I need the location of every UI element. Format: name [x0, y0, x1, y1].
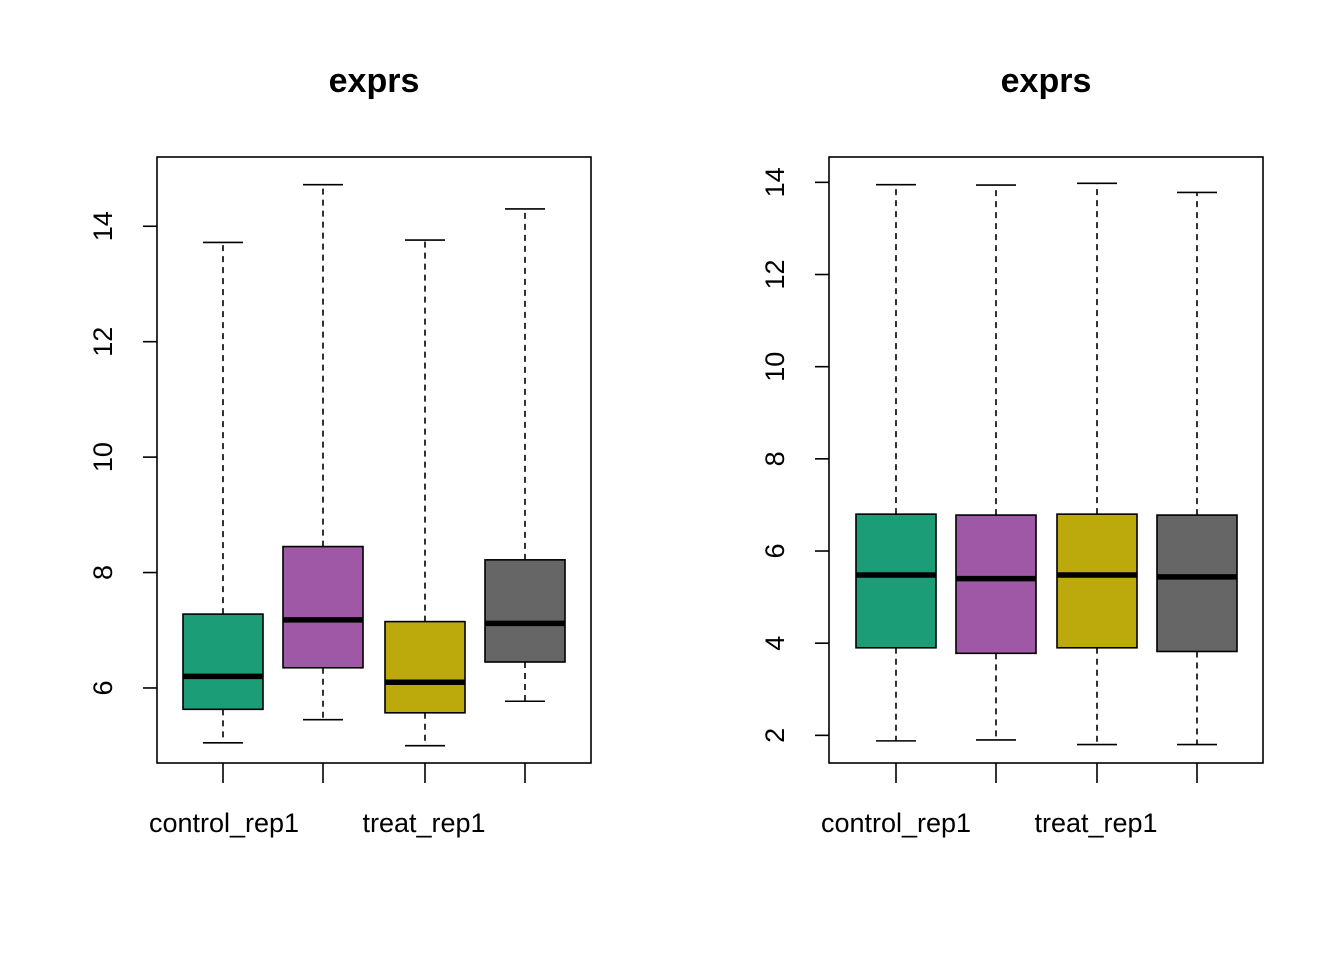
box-2 [955, 184, 1037, 741]
y-tick-label-8: 8 [88, 565, 118, 580]
chart-title: exprs [329, 62, 420, 100]
box-1 [855, 183, 937, 742]
x-tick-label-control_rep1: control_rep1 [149, 808, 299, 838]
box-4 [484, 208, 566, 703]
box-2 [282, 183, 364, 721]
iqr-box [484, 559, 566, 663]
plot-frame [156, 156, 592, 764]
iqr-box [1056, 513, 1138, 649]
x-tick-label-treat_rep1: treat_rep1 [1034, 808, 1157, 838]
iqr-box [955, 514, 1037, 655]
y-tick-label-10: 10 [760, 352, 790, 382]
y-tick-label-8: 8 [760, 451, 790, 466]
x-tick-label-control_rep1: control_rep1 [821, 808, 971, 838]
y-tick-label-14: 14 [88, 211, 118, 241]
y-tick-label-6: 6 [760, 543, 790, 558]
boxplot-panel-right: exprs 2 4 6 8 10 12 14 control_rep1 treat_rep1 [760, 62, 1264, 838]
iqr-box [384, 620, 466, 714]
y-tick-label-12: 12 [760, 259, 790, 289]
iqr-box [855, 513, 937, 649]
y-tick-label-2: 2 [760, 728, 790, 743]
iqr-box [282, 545, 364, 669]
plot-frame [828, 156, 1264, 764]
y-tick-label-14: 14 [760, 167, 790, 197]
y-tick-label-12: 12 [88, 327, 118, 357]
boxplot-panel-left: exprs 6 8 10 12 14 control_rep1 treat_rep1 [88, 62, 592, 838]
box-3 [1056, 182, 1138, 746]
y-tick-label-6: 6 [88, 680, 118, 695]
y-tick-label-4: 4 [760, 636, 790, 651]
y-tick-label-10: 10 [88, 442, 118, 472]
box-1 [182, 241, 264, 744]
iqr-box [182, 613, 264, 711]
iqr-box [1156, 514, 1238, 653]
chart-title: exprs [1001, 62, 1092, 100]
box-3 [384, 239, 466, 747]
x-tick-label-treat_rep1: treat_rep1 [362, 808, 485, 838]
box-4 [1156, 191, 1238, 746]
